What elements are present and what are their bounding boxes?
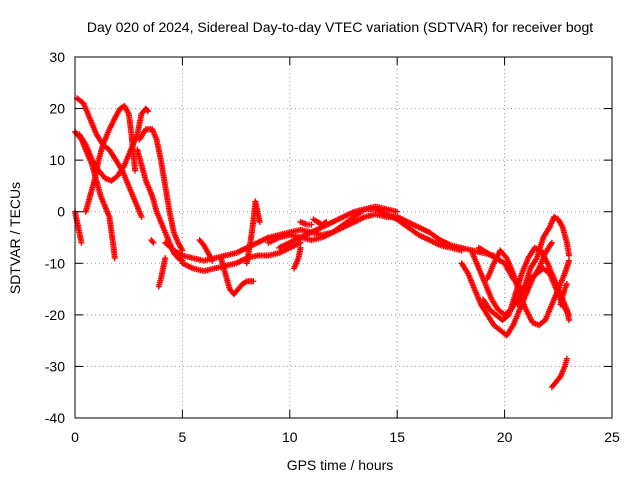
data-point xyxy=(297,239,304,246)
data-point xyxy=(297,244,304,251)
data-point xyxy=(563,280,570,287)
series-trace-e xyxy=(76,105,151,184)
data-point xyxy=(78,239,85,246)
series-trace-a xyxy=(74,95,145,220)
data-point xyxy=(458,247,465,254)
series-trace-n xyxy=(243,198,263,267)
y-tick-label: 30 xyxy=(49,49,65,65)
series-trace-i xyxy=(155,255,169,290)
series-trace-h xyxy=(148,237,157,246)
data-markers xyxy=(72,95,572,391)
data-point xyxy=(548,239,555,246)
series-trace-z xyxy=(548,355,570,391)
y-axis-label: SDTVAR / TECUs xyxy=(7,182,23,294)
data-point xyxy=(394,208,401,215)
data-point xyxy=(518,286,525,293)
y-tick-label: -20 xyxy=(45,307,65,323)
series-trace-y xyxy=(475,244,525,293)
data-point xyxy=(162,255,169,262)
data-point xyxy=(144,106,150,113)
x-tick-label: 5 xyxy=(179,429,187,445)
data-point xyxy=(138,213,145,220)
x-tick-label: 15 xyxy=(389,429,405,445)
data-point xyxy=(132,167,139,174)
data-point xyxy=(256,219,263,225)
y-tick-label: 0 xyxy=(57,204,65,220)
data-point xyxy=(150,239,157,246)
data-point xyxy=(145,108,151,115)
data-point xyxy=(308,221,315,228)
data-point xyxy=(179,247,186,254)
axis-ticks xyxy=(74,56,613,419)
series-trace-k xyxy=(179,239,304,274)
x-tick-labels: 0 5 10 15 20 25 xyxy=(71,429,620,445)
series-trace-l xyxy=(196,237,216,264)
series-trace-m xyxy=(218,255,257,298)
y-tick-labels: -40 -30 -20 -10 0 10 20 30 xyxy=(45,49,65,426)
y-tick-label: 10 xyxy=(49,152,65,168)
series-trace-w xyxy=(480,244,572,323)
series-trace-p xyxy=(276,206,465,254)
series-trace-s xyxy=(310,216,330,228)
chart-title: Day 020 of 2024, Sidereal Day-to-day VTE… xyxy=(87,19,593,35)
data-point xyxy=(323,219,330,225)
data-point xyxy=(250,278,257,285)
series-trace-d xyxy=(82,103,139,215)
series-trace-f xyxy=(136,126,186,254)
data-point xyxy=(566,252,572,259)
y-tick-label: -30 xyxy=(45,358,65,374)
data-point xyxy=(111,255,118,262)
series-trace-aa xyxy=(557,280,570,308)
series-trace-r xyxy=(297,219,315,228)
plot-frame xyxy=(74,56,613,419)
series-trace-t xyxy=(458,239,555,339)
y-tick-label: -40 xyxy=(45,410,65,426)
data-point xyxy=(566,257,572,264)
x-axis-label: GPS time / hours xyxy=(287,457,394,473)
x-tick-label: 20 xyxy=(497,429,513,445)
x-tick-label: 0 xyxy=(71,429,79,445)
y-tick-label: -10 xyxy=(45,255,65,271)
data-point xyxy=(566,317,572,323)
series-trace-q xyxy=(291,244,304,272)
data-point xyxy=(563,355,570,362)
data-point xyxy=(209,257,216,264)
series-trace-x xyxy=(514,213,572,308)
y-tick-label: 20 xyxy=(49,101,65,117)
x-tick-label: 10 xyxy=(282,429,298,445)
x-tick-label: 25 xyxy=(604,429,620,445)
